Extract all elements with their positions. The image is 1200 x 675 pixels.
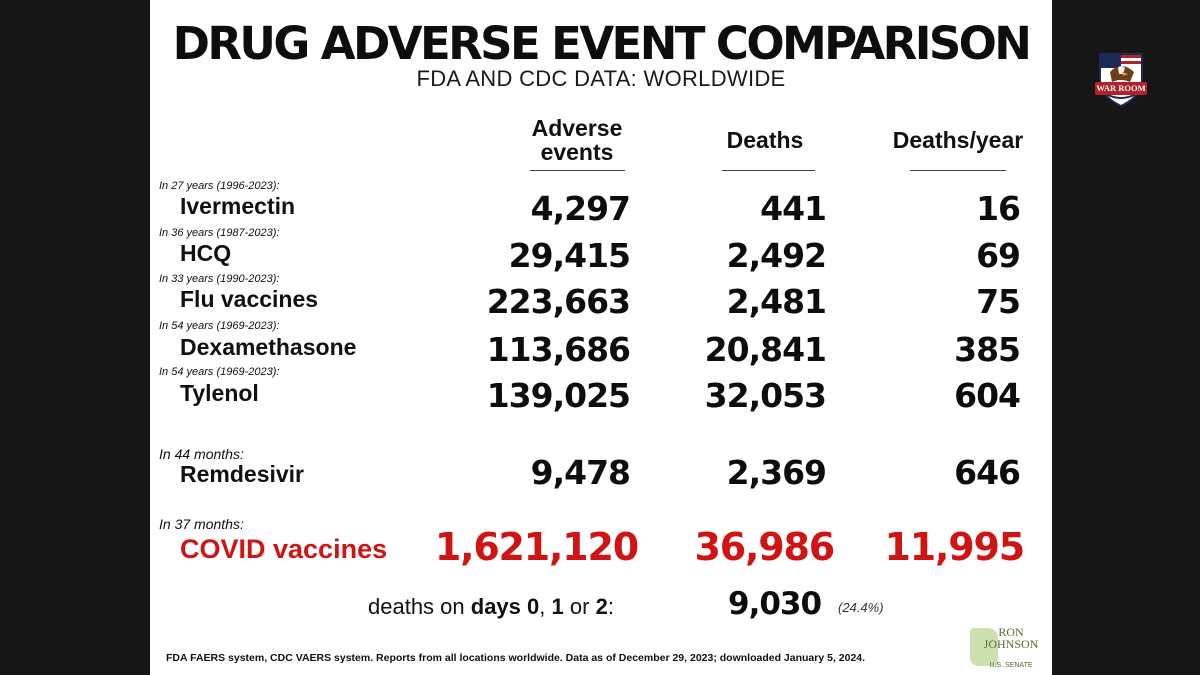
row-period: In 36 years (1987-2023): bbox=[159, 227, 280, 239]
row-period: In 44 months: bbox=[159, 446, 244, 462]
row-deaths-per-year: 604 bbox=[954, 376, 1021, 415]
row-adverse-events: 4,297 bbox=[530, 189, 631, 228]
days-note-days: days bbox=[470, 594, 521, 619]
wisconsin-map-icon bbox=[970, 628, 998, 666]
row-adverse-events-highlight: 1,621,120 bbox=[434, 525, 639, 569]
column-header-deaths-per-year: Deaths/year bbox=[892, 127, 1024, 153]
row-drug: Flu vaccines bbox=[180, 286, 319, 312]
war-room-logo-label: WAR ROOM bbox=[1095, 82, 1147, 95]
row-drug: HCQ bbox=[180, 240, 232, 266]
row-deaths-per-year-highlight: 11,995 bbox=[884, 525, 1026, 569]
senate-logo-line2: JOHNSON bbox=[983, 637, 1039, 651]
row-adverse-events: 29,415 bbox=[508, 236, 631, 275]
column-header-deaths: Deaths bbox=[726, 127, 804, 153]
row-deaths: 20,841 bbox=[704, 330, 827, 369]
senate-logo-text: RON JOHNSON bbox=[978, 626, 1044, 650]
row-drug: Remdesivir bbox=[180, 461, 305, 487]
row-deaths-per-year: 16 bbox=[976, 189, 1021, 228]
slide-subtitle: FDA AND CDC DATA: WORLDWIDE bbox=[416, 66, 786, 91]
row-period: In 27 years (1996-2023): bbox=[159, 180, 280, 192]
senate-logo-line3: U.S. SENATE bbox=[989, 662, 1033, 669]
days-note-day1: 1 bbox=[551, 594, 564, 619]
row-drug-highlight: COVID vaccines bbox=[180, 534, 388, 564]
row-adverse-events: 9,478 bbox=[530, 453, 631, 492]
row-deaths: 2,481 bbox=[726, 282, 827, 321]
days-note-percent: (24.4%) bbox=[838, 600, 884, 615]
row-adverse-events: 139,025 bbox=[486, 376, 631, 415]
column-rule bbox=[910, 170, 1006, 171]
row-drug: Tylenol bbox=[180, 380, 259, 406]
presentation-slide: DRUG ADVERSE EVENT COMPARISON FDA AND CD… bbox=[150, 0, 1052, 675]
row-period: In 37 months: bbox=[159, 516, 244, 532]
days-note-day2: 2 bbox=[595, 594, 608, 619]
column-header-adverse-events-label: Adverse events bbox=[531, 115, 623, 165]
row-deaths-per-year: 385 bbox=[954, 330, 1021, 369]
days-note-prefix: deaths on bbox=[368, 594, 471, 619]
days-note-label: deaths on days 0, 1 or 2: bbox=[368, 594, 614, 620]
days-note-or: or bbox=[563, 594, 596, 619]
row-deaths: 2,492 bbox=[726, 236, 827, 275]
row-drug: Dexamethasone bbox=[180, 334, 357, 360]
war-room-logo-icon bbox=[1099, 53, 1143, 108]
row-deaths-highlight: 36,986 bbox=[694, 525, 836, 569]
days-note-sep: , bbox=[539, 594, 552, 619]
row-adverse-events: 223,663 bbox=[486, 282, 631, 321]
row-adverse-events: 113,686 bbox=[486, 330, 631, 369]
row-period: In 54 years (1969-2023): bbox=[159, 366, 280, 378]
row-deaths: 2,369 bbox=[726, 453, 827, 492]
days-note-colon: : bbox=[607, 594, 614, 619]
row-deaths: 32,053 bbox=[704, 376, 827, 415]
row-deaths-per-year: 75 bbox=[976, 282, 1021, 321]
days-note-value: 9,030 bbox=[728, 586, 822, 622]
column-rule bbox=[530, 170, 625, 171]
row-period: In 54 years (1969-2023): bbox=[159, 320, 280, 332]
column-header-adverse-events: Adverse events bbox=[522, 116, 632, 164]
row-drug: Ivermectin bbox=[180, 193, 296, 219]
row-deaths-per-year: 69 bbox=[976, 236, 1021, 275]
row-period: In 33 years (1990-2023): bbox=[159, 273, 280, 285]
senate-logo-line1: RON bbox=[998, 625, 1024, 639]
slide-title: DRUG ADVERSE EVENT COMPARISON bbox=[172, 17, 1032, 70]
senate-logo: RON JOHNSON U.S. SENATE bbox=[970, 622, 1044, 669]
source-footnote: FDA FAERS system, CDC VAERS system. Repo… bbox=[166, 652, 866, 664]
row-deaths: 441 bbox=[760, 189, 827, 228]
days-note-day0: 0 bbox=[527, 594, 540, 619]
row-deaths-per-year: 646 bbox=[954, 453, 1021, 492]
column-rule bbox=[722, 170, 815, 171]
